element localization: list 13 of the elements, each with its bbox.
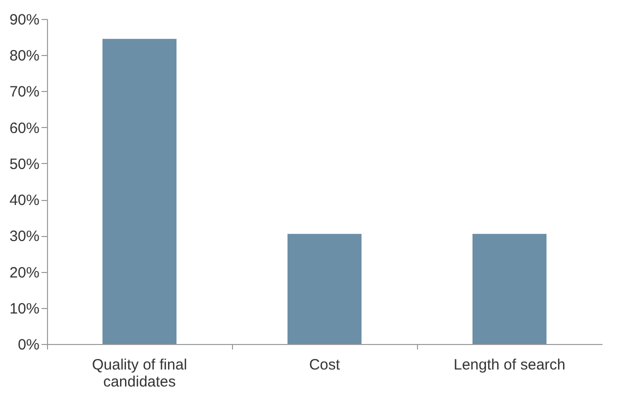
y-tick-label: 0%: [18, 336, 40, 354]
y-tick-label: 40%: [9, 192, 40, 210]
y-tick-label: 30%: [9, 228, 40, 246]
x-tick-label: Length of search: [454, 356, 566, 374]
y-tick-label: 20%: [9, 264, 40, 282]
y-tick-label: 10%: [9, 300, 40, 318]
y-tick-label: 60%: [9, 120, 40, 137]
x-tick-label: Quality of final candidates: [92, 356, 188, 390]
y-tick-label: 90%: [9, 12, 40, 28]
y-tick-label: 50%: [9, 156, 40, 173]
y-tick-label: 70%: [9, 84, 40, 101]
x-tick-label: Cost: [309, 356, 341, 374]
y-tick-label: 80%: [9, 48, 40, 65]
